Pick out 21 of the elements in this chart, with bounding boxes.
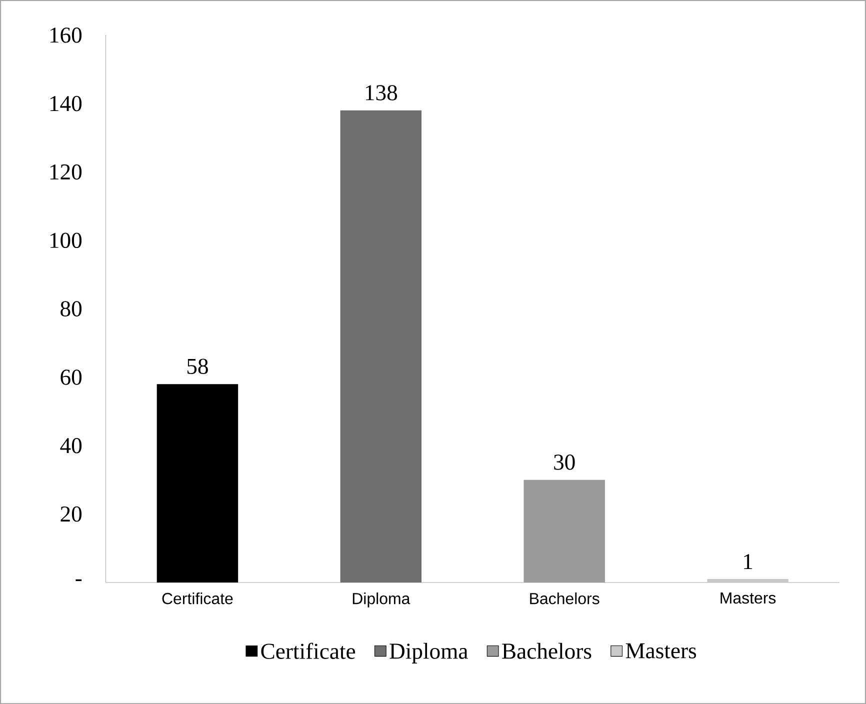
y-tick-label: 20: [60, 506, 82, 522]
y-tick-label: 80: [60, 301, 82, 316]
y-tick-label: 160: [50, 27, 82, 43]
y-tick-label: 60: [60, 369, 82, 385]
x-tick-label: Certificate: [162, 592, 233, 604]
data-label: 138: [366, 84, 398, 100]
x-tick-label: Masters: [720, 592, 776, 604]
legend-label: Masters: [626, 643, 696, 658]
data-label: 1: [744, 554, 752, 569]
x-tick-label: Diploma: [352, 592, 410, 608]
x-tick-label: Bachelors: [530, 592, 600, 604]
data-label: 58: [187, 358, 208, 374]
y-tick-label: 100: [50, 232, 82, 248]
legend-label: Bachelors: [502, 642, 592, 659]
y-tick-label: 120: [50, 164, 82, 180]
y-tick-label: 40: [60, 438, 82, 454]
y-tick-label: -: [76, 579, 82, 581]
data-label: 30: [554, 454, 575, 470]
legend-label: Certificate: [261, 642, 356, 659]
y-tick-label: 140: [50, 96, 82, 112]
legend-label: Diploma: [390, 642, 468, 664]
